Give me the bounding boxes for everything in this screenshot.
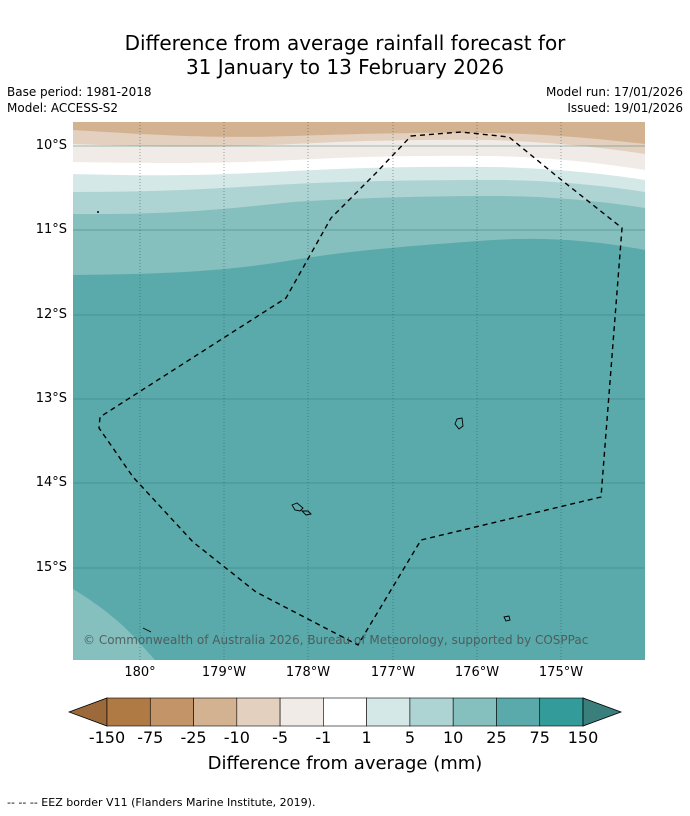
- lon-label-176w: 176°W: [454, 665, 500, 680]
- colorbar-extend-high: [582, 697, 623, 727]
- colorbar-segment: [149, 697, 194, 727]
- lat-label-10s: 10°S: [35, 138, 67, 153]
- model-name: Model: ACCESS-S2: [7, 101, 119, 115]
- colorbar-segment: [409, 697, 454, 727]
- colorbar-segment: [106, 697, 151, 727]
- colorbar-tick-label: -5: [272, 728, 289, 747]
- copyright-notice: © Commonwealth of Australia 2026, Bureau…: [83, 633, 589, 647]
- colorbar-tick-label: -10: [223, 728, 250, 747]
- colorbar: [68, 697, 623, 727]
- eez-border: [98, 131, 623, 646]
- island-southeast: [503, 615, 511, 622]
- issued-date: Issued: 19/01/2026: [567, 101, 683, 115]
- colorbar-segment: [236, 697, 281, 727]
- anomaly-band-10-25-southwest: [73, 589, 155, 660]
- meta-left: Base period: 1981-2018 Model: ACCESS-S2: [7, 84, 152, 116]
- lat-label-14s: 14°S: [35, 475, 67, 490]
- colorbar-segment: [452, 697, 497, 727]
- colorbar-segments: [68, 697, 623, 727]
- map-canvas: [73, 122, 645, 660]
- island-northwest: [97, 211, 99, 213]
- island-southwest: [142, 627, 152, 633]
- colorbar-tick-label: 10: [442, 728, 464, 747]
- colorbar-segment: [539, 697, 584, 727]
- colorbar-extend-low: [68, 697, 108, 727]
- model-run: Model run: 17/01/2026: [545, 85, 683, 99]
- colorbar-segment: [193, 697, 238, 727]
- island-central-west: [291, 502, 312, 516]
- gridlines: [73, 145, 645, 569]
- colorbar-tick-label: 150: [567, 728, 599, 747]
- lon-label-177w: 177°W: [370, 665, 416, 680]
- colorbar-tick-label: -75: [137, 728, 164, 747]
- meta-right: Model run: 17/01/2026 Issued: 19/01/2026: [546, 84, 683, 116]
- colorbar-tick-label: 25: [486, 728, 507, 747]
- colorbar-title: Difference from average (mm): [207, 753, 483, 774]
- lon-label-180: 180°: [124, 665, 156, 680]
- lat-label-15s: 15°S: [35, 560, 67, 575]
- lat-label-12s: 12°S: [35, 307, 67, 322]
- lon-label-175w: 175°W: [538, 665, 584, 680]
- colorbar-tick-label: 5: [404, 728, 415, 747]
- anomaly-band-minus25-minus10: [73, 122, 645, 144]
- colorbar-tick-label: 75: [529, 728, 550, 747]
- lat-label-11s: 11°S: [35, 222, 67, 237]
- lon-label-178w: 178°W: [285, 665, 331, 680]
- colorbar-tick-label: -1: [315, 728, 332, 747]
- title-line-1: Difference from average rainfall forecas…: [124, 31, 566, 55]
- colorbar-segment: [323, 697, 367, 727]
- eez-footnote: -- -- -- EEZ border V11 (Flanders Marine…: [7, 796, 316, 809]
- lon-label-179w: 179°W: [201, 665, 247, 680]
- base-period: Base period: 1981-2018: [7, 85, 152, 99]
- colorbar-tick-label: -25: [180, 728, 207, 747]
- colorbar-segment: [496, 697, 541, 727]
- map-panel: © Commonwealth of Australia 2026, Bureau…: [73, 122, 645, 660]
- colorbar-segment: [279, 697, 324, 727]
- chart-title: Difference from average rainfall forecas…: [0, 31, 690, 79]
- lat-label-13s: 13°S: [35, 391, 67, 406]
- colorbar-segment: [366, 697, 411, 727]
- title-line-2: 31 January to 13 February 2026: [185, 55, 505, 79]
- island-east: [454, 417, 464, 430]
- colorbar-tick-label: -150: [88, 728, 126, 747]
- colorbar-tick-label: 1: [361, 728, 372, 747]
